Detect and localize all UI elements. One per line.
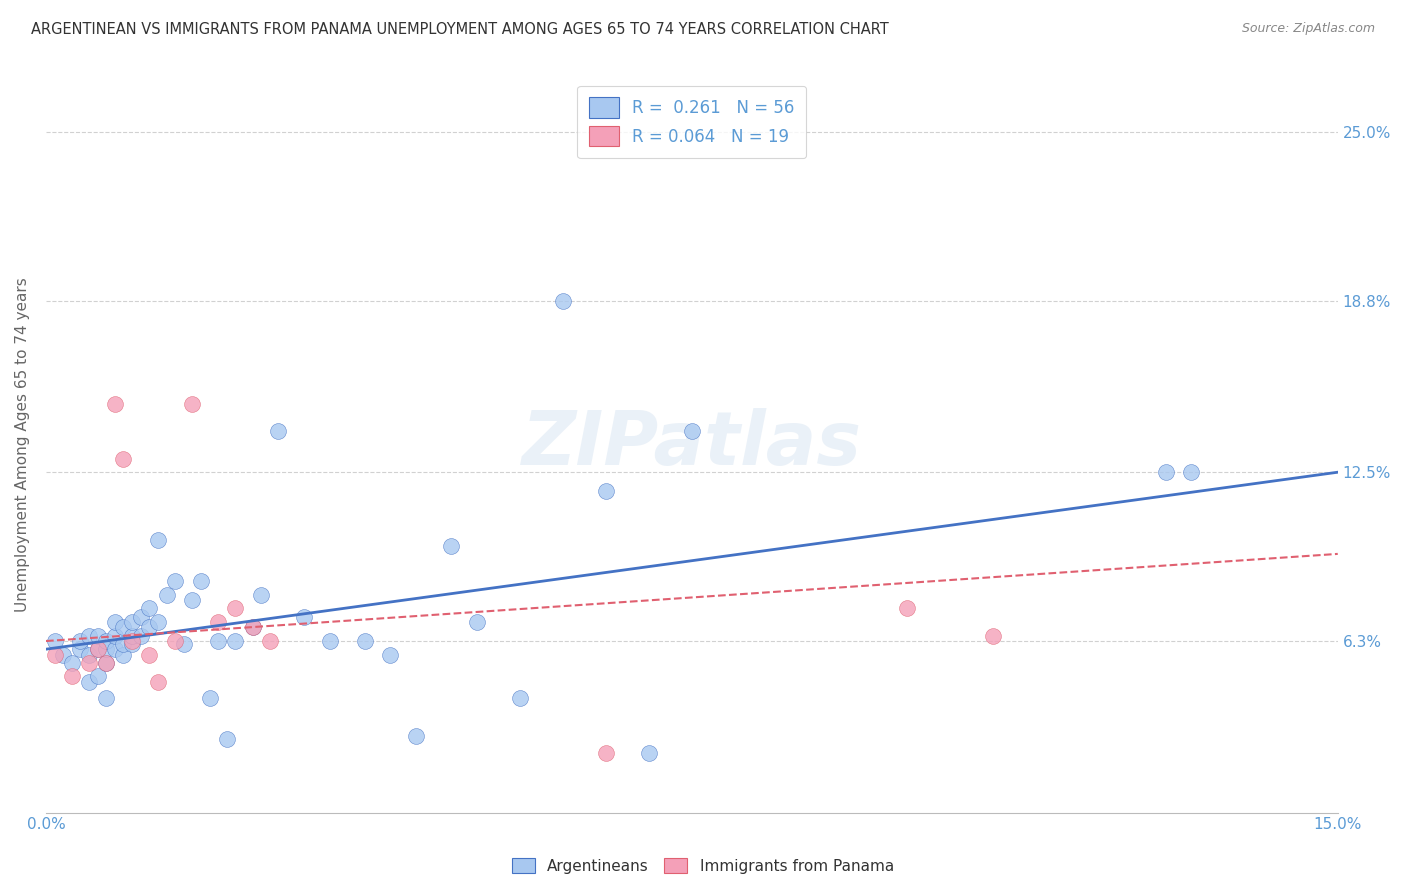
Point — [104, 629, 127, 643]
Point — [86, 642, 108, 657]
Point — [181, 397, 204, 411]
Point — [96, 656, 118, 670]
Point — [60, 656, 83, 670]
Point — [69, 642, 91, 657]
Text: ZIPatlas: ZIPatlas — [522, 409, 862, 482]
Point — [267, 425, 290, 439]
Point — [77, 648, 100, 662]
Point — [155, 588, 177, 602]
Point — [215, 732, 238, 747]
Point — [121, 615, 143, 629]
Point — [173, 637, 195, 651]
Point — [224, 601, 246, 615]
Point — [121, 637, 143, 651]
Point — [242, 620, 264, 634]
Point — [112, 637, 135, 651]
Point — [121, 634, 143, 648]
Point — [190, 574, 212, 588]
Point — [292, 609, 315, 624]
Point — [146, 674, 169, 689]
Point — [207, 634, 229, 648]
Point — [96, 656, 118, 670]
Point — [224, 634, 246, 648]
Point — [138, 601, 160, 615]
Text: Source: ZipAtlas.com: Source: ZipAtlas.com — [1241, 22, 1375, 36]
Point — [146, 615, 169, 629]
Point — [465, 615, 488, 629]
Legend: R =  0.261   N = 56, R = 0.064   N = 19: R = 0.261 N = 56, R = 0.064 N = 19 — [578, 86, 807, 158]
Point — [242, 620, 264, 634]
Point — [181, 593, 204, 607]
Text: ARGENTINEAN VS IMMIGRANTS FROM PANAMA UNEMPLOYMENT AMONG AGES 65 TO 74 YEARS COR: ARGENTINEAN VS IMMIGRANTS FROM PANAMA UN… — [31, 22, 889, 37]
Point — [138, 620, 160, 634]
Point — [86, 642, 108, 657]
Point — [104, 397, 127, 411]
Point — [96, 691, 118, 706]
Point — [112, 451, 135, 466]
Point — [1180, 465, 1202, 479]
Point — [250, 588, 273, 602]
Point — [104, 642, 127, 657]
Point — [129, 609, 152, 624]
Point — [96, 634, 118, 648]
Point — [146, 533, 169, 548]
Point — [52, 648, 75, 662]
Point — [138, 648, 160, 662]
Point — [77, 674, 100, 689]
Point — [380, 648, 402, 662]
Point — [112, 648, 135, 662]
Point — [104, 615, 127, 629]
Point — [86, 629, 108, 643]
Point — [121, 629, 143, 643]
Point — [165, 634, 187, 648]
Point — [112, 620, 135, 634]
Point — [129, 629, 152, 643]
Point — [259, 634, 281, 648]
Point — [44, 648, 66, 662]
Point — [1154, 465, 1177, 479]
Point — [319, 634, 342, 648]
Legend: Argentineans, Immigrants from Panama: Argentineans, Immigrants from Panama — [506, 852, 900, 880]
Point — [681, 425, 703, 439]
Point — [96, 642, 118, 657]
Point — [595, 746, 617, 760]
Point — [77, 629, 100, 643]
Y-axis label: Unemployment Among Ages 65 to 74 years: Unemployment Among Ages 65 to 74 years — [15, 277, 30, 613]
Point — [896, 601, 918, 615]
Point — [353, 634, 375, 648]
Point — [198, 691, 221, 706]
Point — [165, 574, 187, 588]
Point — [637, 746, 659, 760]
Point — [69, 634, 91, 648]
Point — [44, 634, 66, 648]
Point — [551, 293, 574, 308]
Point — [595, 484, 617, 499]
Point — [207, 615, 229, 629]
Point — [77, 656, 100, 670]
Point — [405, 729, 427, 743]
Point — [981, 629, 1004, 643]
Point — [440, 539, 463, 553]
Point — [509, 691, 531, 706]
Point — [60, 669, 83, 683]
Point — [86, 669, 108, 683]
